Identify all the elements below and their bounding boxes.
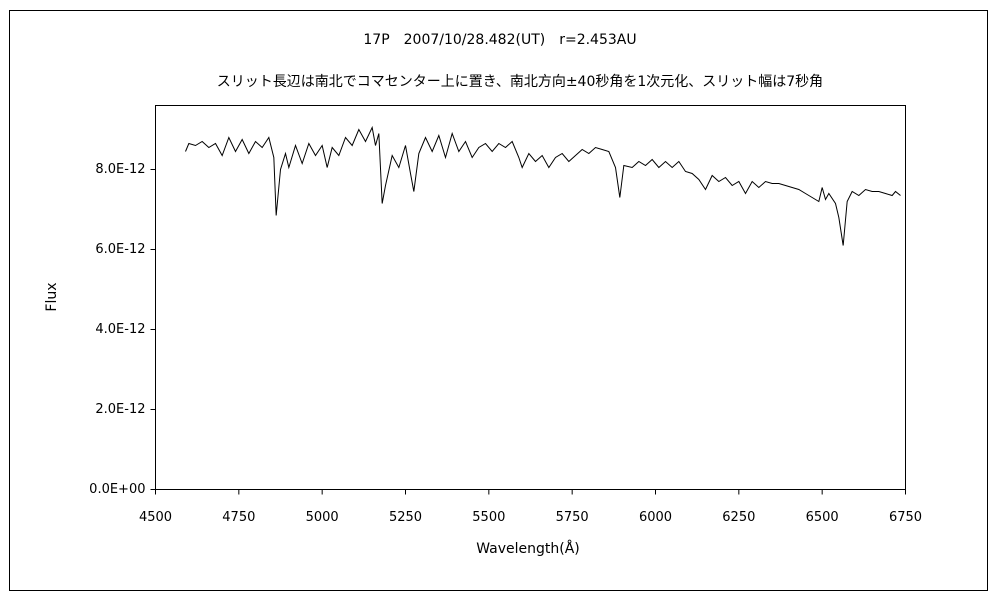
y-axis-label: Flux <box>44 282 60 311</box>
x-tick-label: 5000 <box>306 510 339 525</box>
x-tick-label: 6750 <box>889 510 922 525</box>
y-tick-label: 6.0E-12 <box>95 242 145 257</box>
x-tick-label: 6500 <box>806 510 839 525</box>
y-tick-label: 0.0E+00 <box>89 482 145 497</box>
x-tick-label: 5750 <box>556 510 589 525</box>
x-tick-label: 5250 <box>389 510 422 525</box>
x-tick-label: 5500 <box>472 510 505 525</box>
x-axis-label: Wavelength(Å) <box>476 540 580 557</box>
x-tick-label: 6250 <box>722 510 755 525</box>
x-tick-label: 4500 <box>139 510 172 525</box>
y-tick-label: 4.0E-12 <box>95 322 145 337</box>
y-tick-label: 8.0E-12 <box>95 162 145 177</box>
plot-area <box>155 105 906 490</box>
spectrum-line <box>185 125 901 246</box>
chart-subtitle: スリット長辺は南北でコマセンター上に置き、南北方向±40秒角を1次元化、スリット… <box>217 74 823 90</box>
y-tick-label: 2.0E-12 <box>95 402 145 417</box>
x-tick-label: 6000 <box>639 510 672 525</box>
x-tick-label: 4750 <box>222 510 255 525</box>
chart-title: 17P 2007/10/28.482(UT) r=2.453AU <box>363 32 636 48</box>
